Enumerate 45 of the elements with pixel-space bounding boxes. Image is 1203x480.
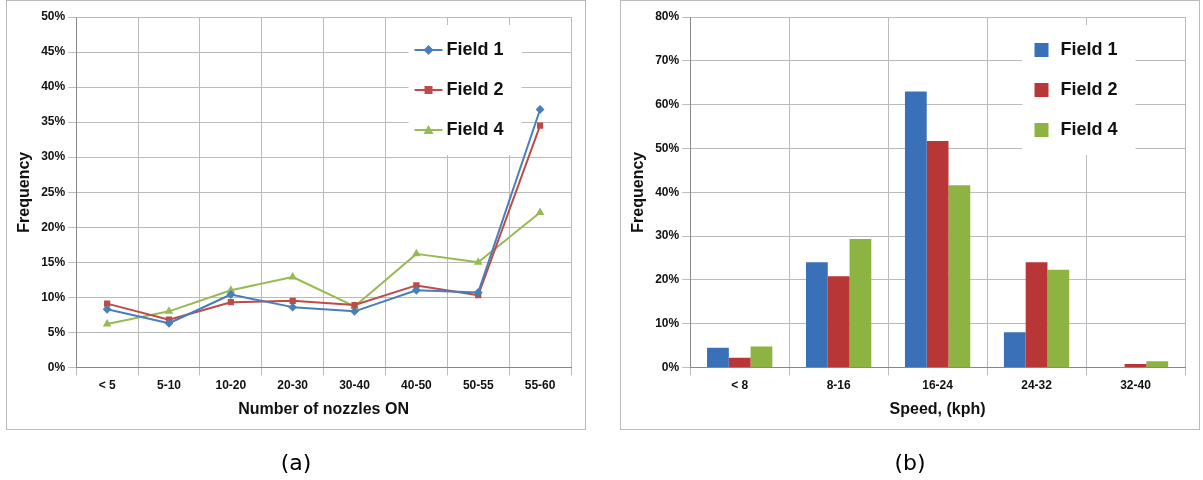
x-tick-label: < 8 <box>731 377 749 392</box>
x-axis-title: Speed, (kph) <box>889 399 986 417</box>
legend-label: Field 2 <box>446 78 504 99</box>
y-tick-label: 50% <box>655 140 680 155</box>
text: (b) <box>893 450 927 475</box>
y-tick-label: 30% <box>655 228 680 243</box>
y-axis-title: Frequency <box>15 151 33 233</box>
y-tick-label: 20% <box>41 219 66 234</box>
x-tick-label: 24-32 <box>1021 377 1053 392</box>
legend-label: Field 4 <box>446 118 504 139</box>
y-tick-label: 60% <box>655 96 680 111</box>
x-tick-label: 16-24 <box>922 377 954 392</box>
legend-label: Field 1 <box>1060 38 1118 59</box>
y-tick-label: 50% <box>41 9 66 24</box>
x-tick-label: 8-16 <box>826 377 851 392</box>
y-tick-label: 25% <box>41 184 66 199</box>
x-axis-title: Number of nozzles ON <box>238 399 409 417</box>
x-tick-label: 30-40 <box>339 377 371 392</box>
legend-label: Field 4 <box>1060 118 1118 139</box>
x-tick-label: 50-55 <box>462 377 494 392</box>
y-tick-label: 5% <box>47 324 66 339</box>
y-tick-label: 0% <box>47 359 66 374</box>
y-tick-label: 15% <box>41 254 66 269</box>
x-tick-label: 10-20 <box>215 377 247 392</box>
y-tick-label: 30% <box>41 149 66 164</box>
x-tick-label: 20-30 <box>277 377 309 392</box>
x-tick-label: 32-40 <box>1120 377 1152 392</box>
y-tick-label: 40% <box>41 79 66 94</box>
y-tick-label: 20% <box>655 272 680 287</box>
y-tick-label: 10% <box>655 315 680 330</box>
y-tick-label: 45% <box>41 44 66 59</box>
y-tick-label: 35% <box>41 114 66 129</box>
x-tick-label: 55-60 <box>524 377 556 392</box>
y-tick-label: 70% <box>655 53 680 68</box>
x-tick-label: 40-50 <box>401 377 433 392</box>
y-axis-title: Frequency <box>629 151 647 233</box>
y-tick-label: 10% <box>41 289 66 304</box>
text: (a) <box>279 450 313 475</box>
legend-label: Field 2 <box>1060 78 1118 99</box>
x-tick-label: 5-10 <box>156 377 182 392</box>
y-tick-label: 40% <box>655 184 680 199</box>
legend-label: Field 1 <box>446 38 504 59</box>
y-tick-label: 0% <box>661 359 680 374</box>
y-tick-label: 80% <box>655 9 680 24</box>
x-tick-label: < 5 <box>98 377 116 392</box>
